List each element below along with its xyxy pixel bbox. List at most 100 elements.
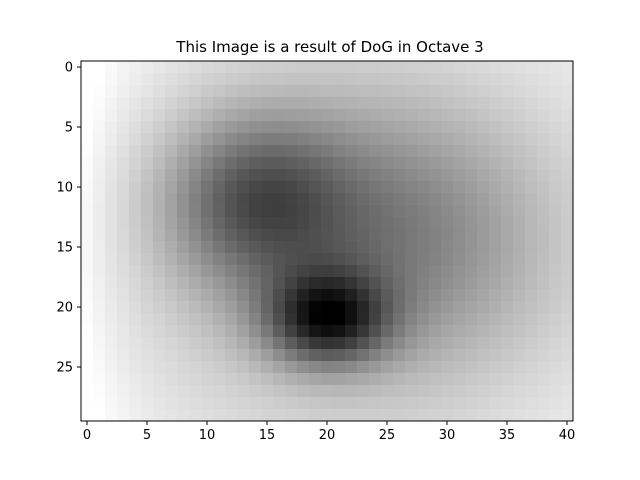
heatmap-cell [189, 169, 202, 182]
heatmap-cell [405, 265, 418, 278]
heatmap-cell [81, 265, 94, 278]
heatmap-cell [201, 133, 214, 146]
heatmap-cell [381, 181, 394, 194]
heatmap-cell [513, 253, 526, 266]
heatmap-cell [129, 73, 142, 86]
heatmap-cell [369, 277, 382, 290]
heatmap-cell [249, 97, 262, 110]
heatmap-cell [309, 97, 322, 110]
heatmap-cell [309, 121, 322, 134]
heatmap-cell [429, 109, 442, 122]
heatmap-cell [261, 121, 274, 134]
heatmap-cell [93, 409, 106, 422]
heatmap-cell [213, 145, 226, 158]
heatmap-cell [189, 145, 202, 158]
heatmap-cell [189, 109, 202, 122]
heatmap-cell [177, 241, 190, 254]
heatmap-cell [537, 193, 550, 206]
heatmap-cell [405, 73, 418, 86]
heatmap-cell [249, 181, 262, 194]
heatmap-cell [285, 97, 298, 110]
heatmap-cell [501, 181, 514, 194]
heatmap-cell [225, 337, 238, 350]
heatmap-cell [441, 241, 454, 254]
heatmap-cell [153, 373, 166, 386]
heatmap-cell [441, 385, 454, 398]
heatmap-cell [453, 169, 466, 182]
heatmap-cell [465, 229, 478, 242]
heatmap-cell [201, 181, 214, 194]
heatmap-cell [105, 217, 118, 230]
heatmap-cell [525, 205, 538, 218]
heatmap-cell [117, 397, 130, 410]
heatmap-cell [237, 313, 250, 326]
heatmap-cell [237, 349, 250, 362]
heatmap-cell [201, 61, 214, 74]
heatmap-cell [105, 133, 118, 146]
heatmap-cell [141, 361, 154, 374]
heatmap-cell [345, 61, 358, 74]
heatmap-cell [141, 85, 154, 98]
heatmap-cell [237, 133, 250, 146]
heatmap-cell [189, 325, 202, 338]
heatmap-cell [333, 133, 346, 146]
heatmap-cell [393, 229, 406, 242]
heatmap-cell [129, 193, 142, 206]
heatmap-cell [357, 385, 370, 398]
heatmap-cell [153, 361, 166, 374]
heatmap-cell [381, 109, 394, 122]
heatmap-cell [225, 61, 238, 74]
heatmap-cell [81, 145, 94, 158]
heatmap-cell [273, 337, 286, 350]
heatmap-cell [237, 193, 250, 206]
heatmap-cell [333, 385, 346, 398]
heatmap-cell [129, 361, 142, 374]
heatmap-cell [357, 409, 370, 422]
heatmap-cell [405, 337, 418, 350]
heatmap-cell [105, 337, 118, 350]
heatmap-cell [513, 97, 526, 110]
heatmap-cell [477, 253, 490, 266]
heatmap-cell [381, 85, 394, 98]
heatmap-cell [441, 217, 454, 230]
heatmap-cell [513, 205, 526, 218]
heatmap-cell [405, 61, 418, 74]
heatmap-cell [393, 349, 406, 362]
heatmap-cell [369, 109, 382, 122]
heatmap-cell [525, 265, 538, 278]
heatmap-cell [333, 181, 346, 194]
heatmap-cell [93, 145, 106, 158]
heatmap-cell [537, 229, 550, 242]
heatmap-cell [453, 133, 466, 146]
heatmap-cell [369, 313, 382, 326]
heatmap-cell [321, 241, 334, 254]
heatmap-cell [441, 337, 454, 350]
heatmap-cell [141, 145, 154, 158]
heatmap-cell [477, 361, 490, 374]
heatmap-cell [453, 289, 466, 302]
heatmap-cell [369, 325, 382, 338]
heatmap-cell [357, 301, 370, 314]
heatmap-cell [201, 373, 214, 386]
heatmap-cell [417, 85, 430, 98]
heatmap-cell [417, 73, 430, 86]
heatmap-cell [201, 337, 214, 350]
heatmap-cell [213, 253, 226, 266]
heatmap-cell [357, 133, 370, 146]
heatmap-cell [249, 85, 262, 98]
heatmap-cell [537, 85, 550, 98]
heatmap-cell [117, 61, 130, 74]
heatmap-cell [357, 85, 370, 98]
heatmap-cell [81, 277, 94, 290]
heatmap-cell [417, 349, 430, 362]
heatmap-cell [333, 193, 346, 206]
heatmap-cell [429, 193, 442, 206]
y-tick-label: 0 [65, 61, 73, 76]
heatmap-cell [417, 169, 430, 182]
heatmap-cell [369, 181, 382, 194]
heatmap-cell [141, 301, 154, 314]
heatmap-cell [225, 313, 238, 326]
heatmap-cell [249, 361, 262, 374]
heatmap-cell [489, 241, 502, 254]
heatmap-cell [93, 217, 106, 230]
